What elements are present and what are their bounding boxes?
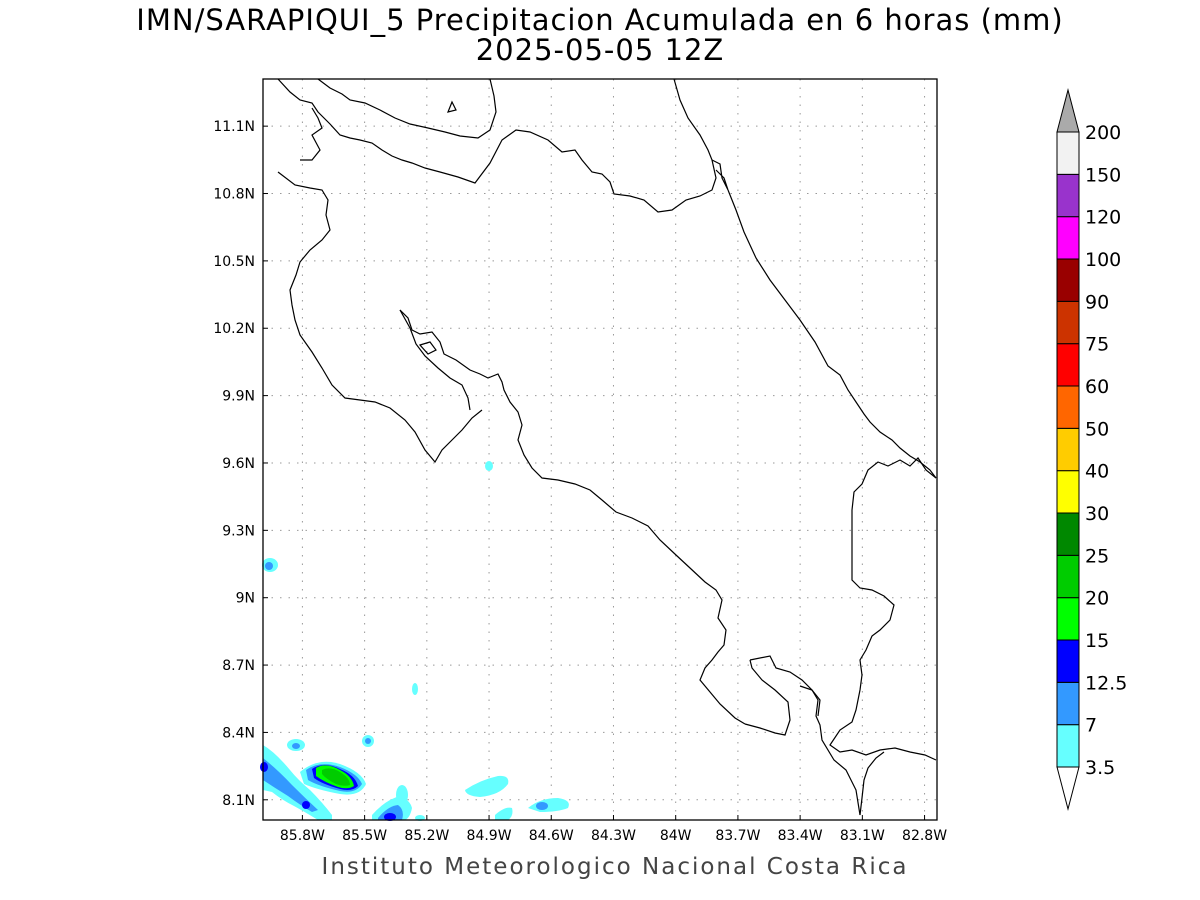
colorbar-swatch: [1056, 639, 1080, 683]
lat-tick-label: 8.1N: [222, 793, 255, 809]
colorbar-level-label: 60: [1085, 376, 1109, 398]
colorbar-swatch: [1056, 258, 1080, 302]
lon-tick-label: 85.8W: [280, 828, 325, 844]
colorbar-swatch: [1056, 512, 1080, 556]
rain-area-southwest: [260, 461, 569, 821]
colorbar-swatch: [1056, 216, 1080, 260]
longitude-axis: 85.8W 85.5W 85.2W 84.9W 84.6W 84.3W 84W 83.7W 83…: [280, 815, 947, 844]
colorbar-level-label: 3.5: [1085, 757, 1115, 779]
lon-tick-label: 84.9W: [467, 828, 512, 844]
latitude-axis: 11.1N 10.8N 10.5N 10.2N 9.9N 9.6N 9.3N 9N 8.7N 8.…: [213, 119, 268, 809]
colorbar-legend: 3.5 7 12.5 15 20 25 30 40 50 60 75 90 100 120 150 200: [1056, 88, 1127, 811]
coastline: [277, 78, 937, 816]
colorbar-level-label: 200: [1085, 122, 1121, 144]
lat-tick-label: 8.4N: [222, 725, 255, 741]
grid-lines: [263, 79, 937, 820]
colorbar-swatch: [1056, 173, 1080, 218]
colorbar-swatch: [1056, 470, 1080, 514]
colorbar-level-label: 120: [1085, 207, 1121, 229]
colorbar-level-label: 7: [1085, 715, 1097, 737]
lon-tick-label: 83.1W: [840, 828, 885, 844]
lon-tick-label: 84.6W: [529, 828, 574, 844]
lat-tick-label: 11.1N: [213, 119, 255, 135]
lat-tick-label: 9.6N: [222, 456, 255, 472]
lat-tick-label: 10.5N: [213, 254, 255, 270]
colorbar-level-label: 25: [1085, 545, 1109, 567]
map-frame: [262, 78, 938, 821]
colorbar-level-label: 30: [1085, 503, 1109, 525]
lon-tick-label: 84W: [660, 828, 692, 844]
colorbar-swatch: [1056, 343, 1080, 387]
colorbar-level-label: 150: [1085, 164, 1121, 186]
lon-tick-label: 84.3W: [591, 828, 636, 844]
map-title: IMN/SARAPIQUI_5 Precipitacion Acumulada …: [136, 3, 1064, 37]
lat-tick-label: 9.3N: [222, 523, 255, 539]
lat-tick-label: 10.2N: [213, 321, 255, 337]
colorbar-swatch: [1056, 300, 1080, 345]
colorbar-swatch: [1056, 427, 1080, 472]
colorbar-swatch: [1056, 131, 1080, 175]
lon-tick-label: 85.2W: [404, 828, 449, 844]
lat-tick-label: 8.7N: [222, 658, 255, 674]
colorbar-level-label: 100: [1085, 249, 1121, 271]
lat-tick-label: 10.8N: [213, 187, 255, 203]
colorbar-swatch: [1056, 385, 1080, 429]
colorbar-swatch: [1056, 554, 1080, 599]
lon-tick-label: 85.5W: [342, 828, 387, 844]
colorbar-swatch: [1056, 597, 1080, 641]
colorbar-over-triangle: [1056, 88, 1080, 133]
colorbar-level-label: 15: [1085, 630, 1109, 652]
colorbar-level-label: 50: [1085, 418, 1109, 440]
lat-tick-label: 9.9N: [222, 389, 255, 405]
footer-credit: Instituto Meteorologico Nacional Costa R…: [321, 854, 909, 880]
precipitation-field: [260, 461, 569, 821]
lon-tick-label: 83.7W: [715, 828, 760, 844]
colorbar-swatch: [1056, 681, 1080, 726]
colorbar-level-label: 12.5: [1085, 672, 1127, 694]
colorbar-level-label: 75: [1085, 334, 1109, 356]
lon-tick-label: 82.8W: [902, 828, 947, 844]
colorbar-level-label: 40: [1085, 461, 1109, 483]
lat-tick-label: 9N: [236, 591, 255, 607]
colorbar-under-triangle: [1056, 766, 1080, 811]
lon-tick-label: 83.4W: [778, 828, 823, 844]
colorbar-level-label: 20: [1085, 588, 1109, 610]
colorbar-swatch: [1056, 724, 1080, 768]
map-subtitle-date: 2025-05-05 12Z: [475, 33, 725, 67]
colorbar-level-label: 90: [1085, 291, 1109, 313]
